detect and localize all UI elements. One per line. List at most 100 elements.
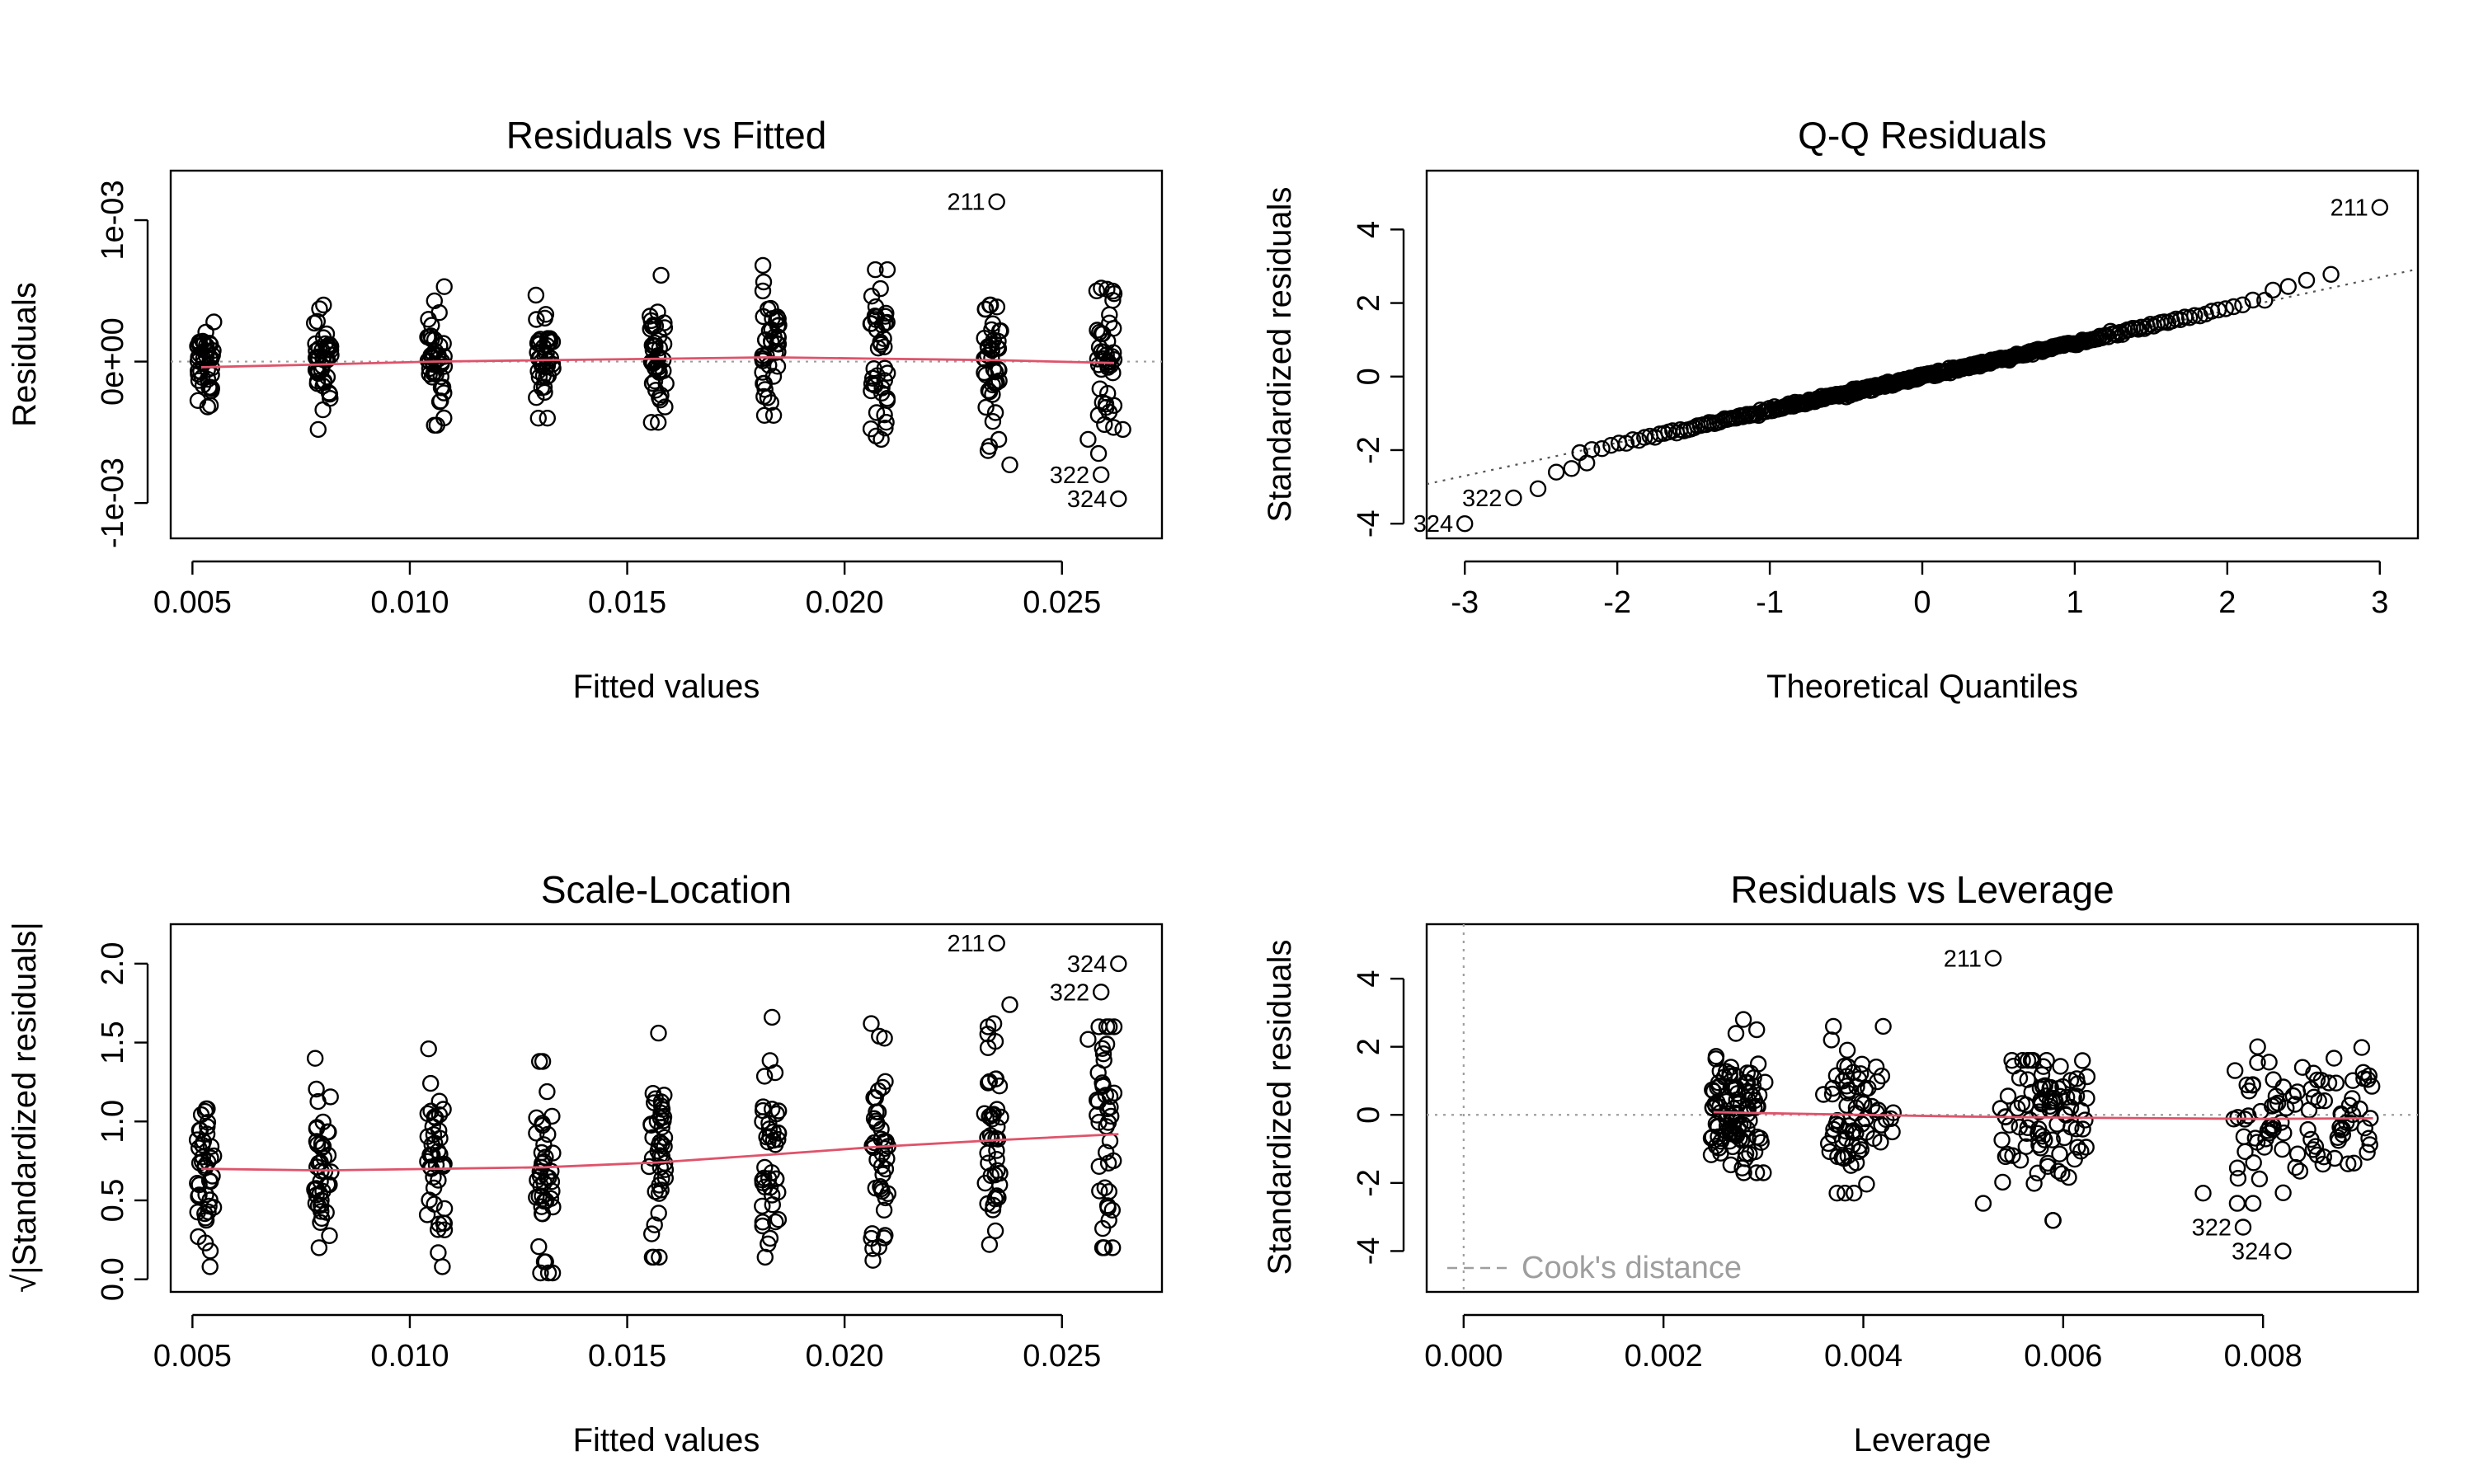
data-point [1110, 490, 1127, 508]
data-point [539, 1125, 557, 1144]
data-point [435, 278, 453, 295]
data-point [650, 1205, 667, 1222]
data-point [1456, 515, 1474, 533]
data-point [764, 1195, 781, 1214]
data-point [2048, 1115, 2066, 1133]
data-point [983, 321, 1000, 339]
data-point [1105, 285, 1123, 303]
data-point [1578, 454, 1596, 472]
data-point [2013, 1095, 2031, 1112]
data-point [769, 358, 787, 375]
data-point [1737, 1150, 1754, 1167]
data-point [1853, 1093, 1870, 1111]
data-point [987, 1070, 1005, 1087]
data-point [2051, 1145, 2068, 1162]
data-point [2234, 1219, 2252, 1236]
data-point [2018, 1125, 2035, 1143]
data-point [768, 1170, 785, 1188]
data-point [1746, 1092, 1764, 1110]
data-point [530, 1237, 548, 1256]
data-point [763, 321, 780, 339]
data-point [194, 377, 212, 394]
data-point [767, 1213, 784, 1231]
data-point [761, 1052, 778, 1069]
data-point [1715, 1068, 1733, 1086]
x-tick-label: 0.006 [2024, 1339, 2102, 1374]
data-point [308, 1119, 326, 1136]
data-point [432, 392, 449, 410]
data-point [2009, 1100, 2026, 1117]
data-point [421, 1158, 440, 1176]
data-point [202, 1149, 219, 1167]
y-tick-label: -1e-03 [96, 458, 130, 548]
data-point [1098, 1197, 1117, 1214]
data-point [1749, 1055, 1767, 1073]
data-point [2217, 300, 2235, 317]
data-point [2345, 1154, 2363, 1172]
data-point [2274, 1242, 2292, 1260]
data-point [535, 1136, 553, 1153]
data-point [647, 317, 665, 335]
y-tick-label: 1.5 [96, 1021, 130, 1064]
data-point [867, 261, 884, 279]
data-point [308, 312, 326, 330]
data-point [764, 406, 783, 424]
data-point [543, 1107, 561, 1125]
data-point [427, 1109, 444, 1127]
data-point [2322, 265, 2340, 283]
data-point [536, 309, 553, 327]
data-point [319, 1123, 336, 1140]
data-point [976, 300, 994, 318]
data-point [2238, 1076, 2255, 1094]
data-point [309, 420, 327, 439]
data-point [529, 410, 547, 427]
data-point [867, 1179, 885, 1197]
point-label: 211 [947, 190, 985, 216]
data-point [1738, 1064, 1757, 1082]
data-point [542, 350, 559, 367]
x-axis-label: Fitted values [573, 669, 760, 705]
data-point [1547, 463, 1565, 481]
data-point [2228, 1195, 2246, 1212]
data-point [313, 1203, 330, 1220]
data-point [877, 1160, 895, 1178]
x-tick-label: 0.005 [153, 585, 232, 620]
data-point [1884, 1123, 1901, 1141]
data-point [1747, 1021, 1766, 1039]
data-point [190, 1187, 207, 1205]
point-label: 324 [1067, 951, 1107, 978]
data-point [1088, 282, 1106, 299]
data-point [2302, 1080, 2320, 1098]
y-axis-label: √|Standardized residuals| [7, 922, 43, 1293]
data-point [876, 406, 893, 424]
data-point [761, 1229, 779, 1247]
data-point [2305, 1064, 2322, 1082]
data-point [979, 1074, 997, 1092]
data-point [1837, 1184, 1854, 1202]
data-point [1823, 1031, 1841, 1049]
data-point [1089, 406, 1108, 424]
x-tick-label: 0.020 [806, 585, 884, 620]
data-point [2209, 301, 2227, 319]
data-point [877, 1133, 895, 1150]
data-point [425, 355, 442, 373]
data-point [528, 311, 545, 328]
data-point [531, 1167, 549, 1186]
y-tick-label: 2 [1352, 294, 1386, 312]
data-point [435, 1200, 454, 1218]
y-tick-label: 0 [1352, 1106, 1386, 1124]
y-tick-label: 1e-03 [96, 180, 130, 260]
data-point [1974, 1195, 1992, 1212]
data-point [2265, 1071, 2282, 1088]
data-point [1090, 1158, 1108, 1176]
data-point [760, 1120, 778, 1138]
data-point [1994, 1173, 2011, 1191]
data-point [2274, 1184, 2292, 1202]
data-point [755, 273, 773, 291]
data-point [321, 1227, 338, 1245]
data-point [992, 1108, 1009, 1126]
data-point [422, 327, 440, 345]
data-point [981, 296, 999, 314]
y-tick-label: -2 [1352, 1169, 1386, 1197]
y-tick-label: 0e+00 [96, 317, 130, 406]
